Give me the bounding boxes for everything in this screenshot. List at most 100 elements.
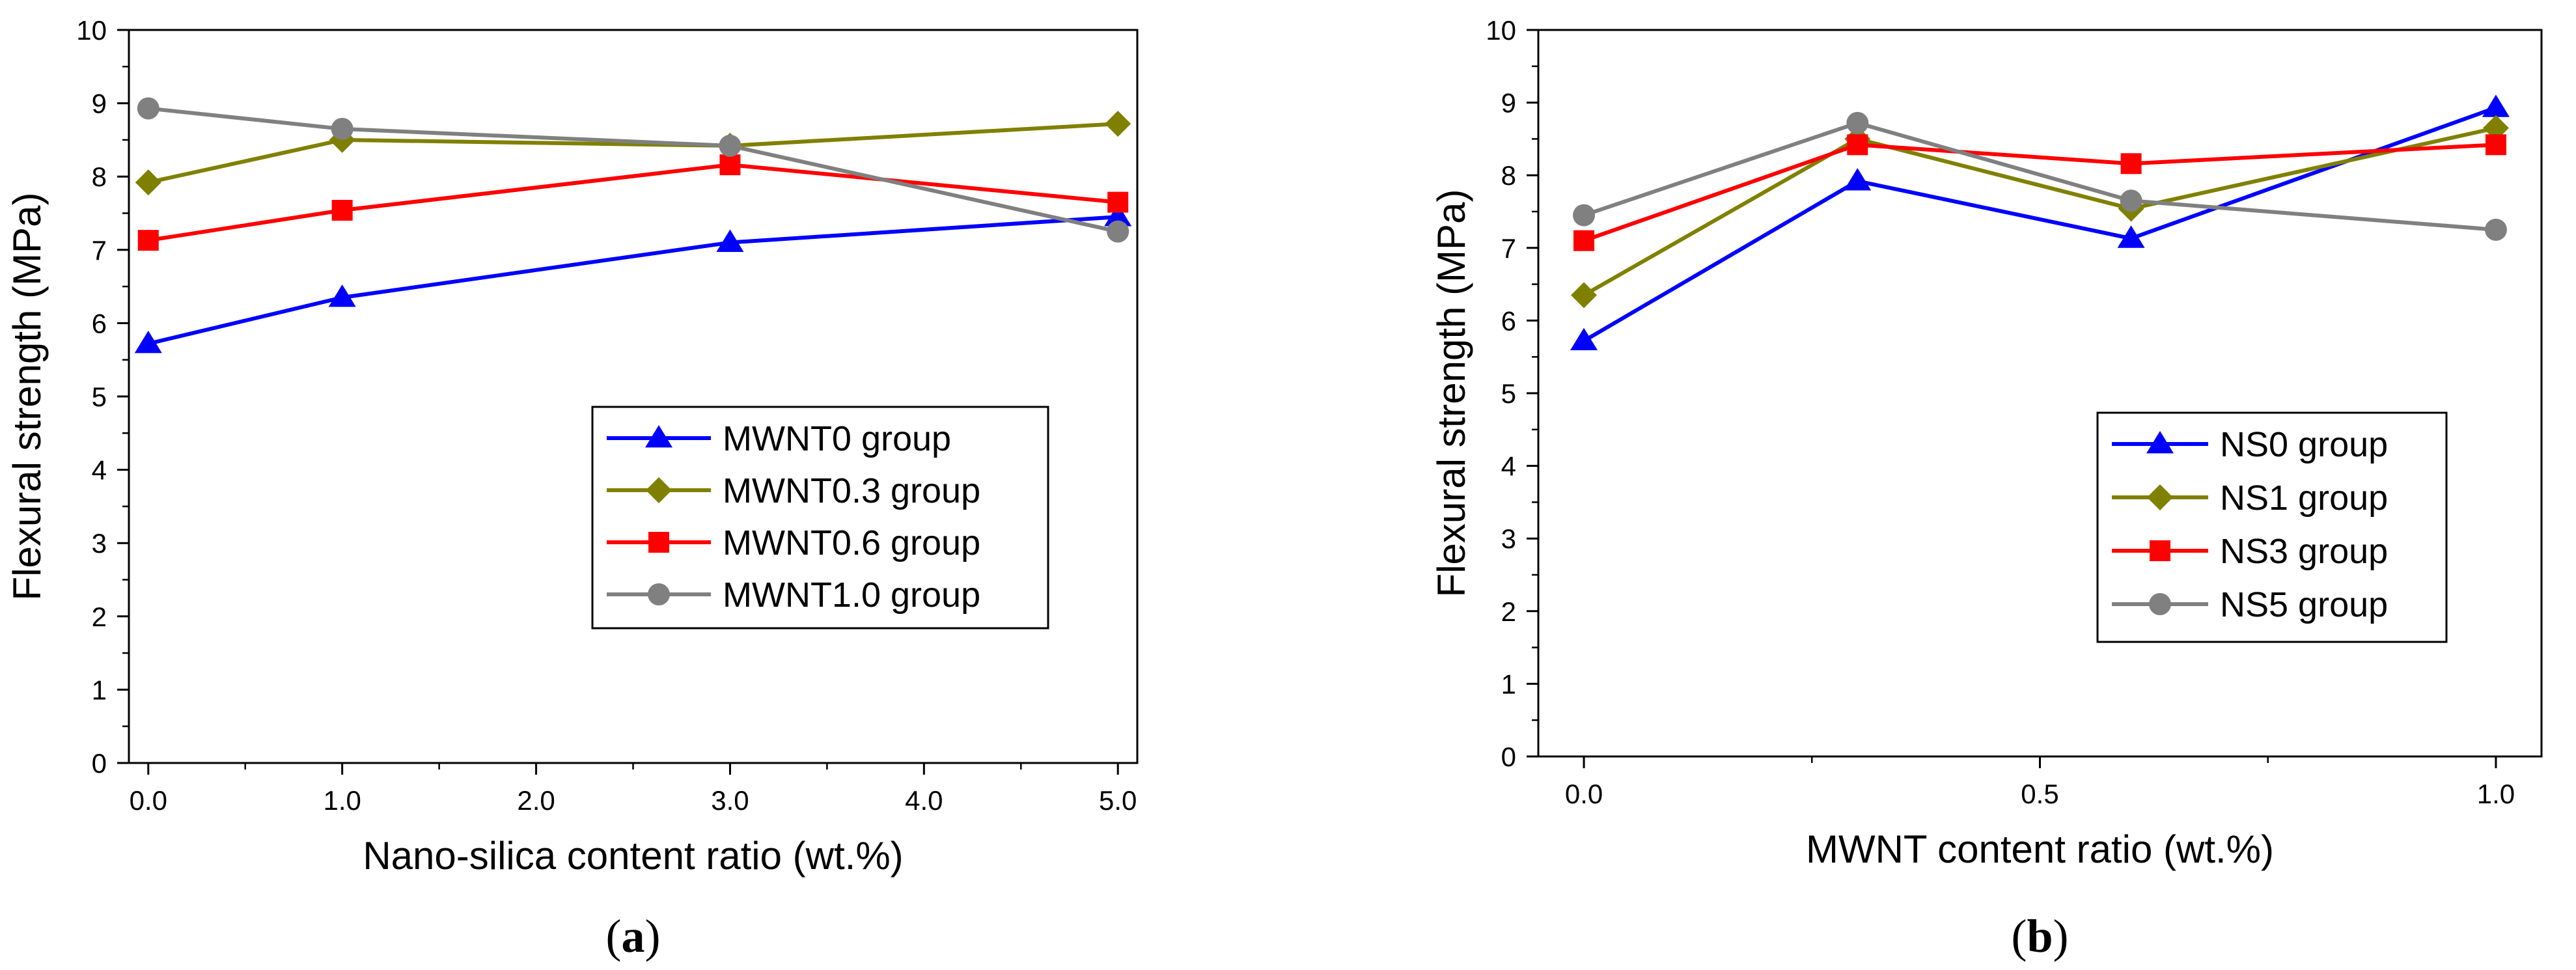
y-tick-label: 0 [92,748,107,779]
panel-a: 0 1 2 3 4 5 6 7 8 9 10 0.0 1.0 2.0 3.0 4.0 5.0 Nano-silic… [5,15,1139,962]
x-tick-label: 2.0 [517,785,555,816]
panel-caption: (a) [606,910,661,962]
panel-b: 0 1 2 3 4 5 6 7 8 9 10 0.0 0.5 1.0 MWNT content ratio … [1430,15,2543,962]
series-line [1583,143,2497,243]
x-tick-label: 1.0 [2477,779,2515,809]
series-mwnt0-group [134,204,1132,353]
data-point [1105,111,1131,137]
legend-marker [2146,431,2174,454]
data-point [1573,230,1595,251]
y-tick-label: 1 [1501,669,1516,699]
legend-label: MWNT0.3 group [723,471,980,510]
data-point [2120,189,2142,212]
y-tick-label: 8 [1501,160,1516,191]
series-line [148,163,1118,243]
y-tick-label: 6 [1501,305,1516,336]
y-axis-label: Flexural strength (MPa) [5,193,49,601]
legend: NS0 group NS1 group NS3 group NS5 group [2096,411,2448,643]
y-tick-label: 0 [1501,741,1516,772]
y-tick-label: 8 [92,161,107,192]
x-tick-label: 4.0 [905,785,943,816]
legend-marker [646,477,672,503]
data-point [137,230,159,251]
series-mwnt1-0-group [137,97,1129,243]
legend: MWNT0 group MWNT0.3 group MWNT0.6 group MWN… [591,406,1049,630]
y-tick-label: 10 [76,15,107,46]
caption-letter: a [622,910,645,962]
data-point [135,169,161,196]
series-ns1-group [1571,115,2509,309]
data-point [1571,282,1598,309]
series-line [148,215,1118,346]
x-tick-label: 0.0 [130,785,167,816]
data-point [2120,153,2142,174]
series-ns0-group [1570,94,2510,351]
data-point [1107,191,1129,213]
y-tick-label: 1 [92,674,107,705]
series-ns5-group [1573,111,2507,241]
series-line [148,106,1118,234]
data-point [1570,327,1598,351]
x-tick-label: 0.0 [1565,779,1603,809]
data-point [1573,204,1596,227]
x-tick-label: 0.5 [2021,779,2058,809]
y-tick-label: 2 [1501,596,1516,627]
series-mwnt0-6-group [137,154,1129,251]
data-point [2482,94,2510,117]
y-tick-label: 2 [92,602,107,632]
y-tick-label: 5 [92,381,107,412]
data-point [719,134,741,157]
x-axis-label: Nano-silica content ratio (wt.%) [363,834,903,878]
y-tick-label: 5 [1501,378,1516,409]
legend-label: MWNT0 group [723,419,951,458]
data-point [137,97,159,120]
legend-label: MWNT0.6 group [723,523,980,562]
legend-label: NS1 group [2220,478,2388,518]
data-point [331,118,353,141]
y-tick-label: 4 [92,455,107,486]
legend-label: NS3 group [2220,532,2388,571]
legend-marker [648,532,669,553]
data-point [716,229,744,252]
x-tick-label: 5.0 [1099,785,1137,816]
y-tick-label: 3 [92,528,107,559]
x-tick-label: 3.0 [711,785,749,816]
caption-close-paren: ) [2053,910,2069,962]
data-point [2485,134,2506,156]
data-point [1107,220,1129,243]
data-point [1847,134,1868,156]
x-axis-label: MWNT content ratio (wt.%) [1806,827,2274,871]
series-line [148,122,1118,185]
y-tick-label: 6 [92,308,107,339]
caption-close-paren: ) [645,910,661,962]
data-point [328,284,356,307]
legend-label: NS0 group [2220,425,2388,464]
y-tick-label: 9 [92,89,107,119]
series-line [1583,120,2497,232]
x-tick-label: 1.0 [323,785,361,816]
y-axis-label: Flexural strength (MPa) [1430,189,1473,598]
data-point [2484,218,2507,241]
series-ns3-group [1573,134,2506,251]
data-point [719,154,741,176]
caption-open-paren: ( [2011,910,2027,962]
y-tick-label: 3 [1501,523,1516,554]
legend-marker [2147,484,2173,510]
legend-marker [2150,540,2170,561]
legend-marker [648,583,670,605]
data-point [1104,204,1132,227]
legend-marker [2149,593,2171,615]
y-tick-label: 10 [1486,15,1516,46]
data-point [2117,225,2145,248]
y-tick-label: 4 [1501,451,1516,482]
legend-label: MWNT1.0 group [723,575,980,615]
series-line [1583,126,2497,297]
caption-open-paren: ( [606,910,622,962]
data-point [1846,111,1869,134]
y-tick-label: 7 [92,235,107,266]
data-point [1844,168,1872,191]
plot-frame [1537,29,2543,758]
data-point [134,330,162,353]
series-line [1583,105,2497,343]
